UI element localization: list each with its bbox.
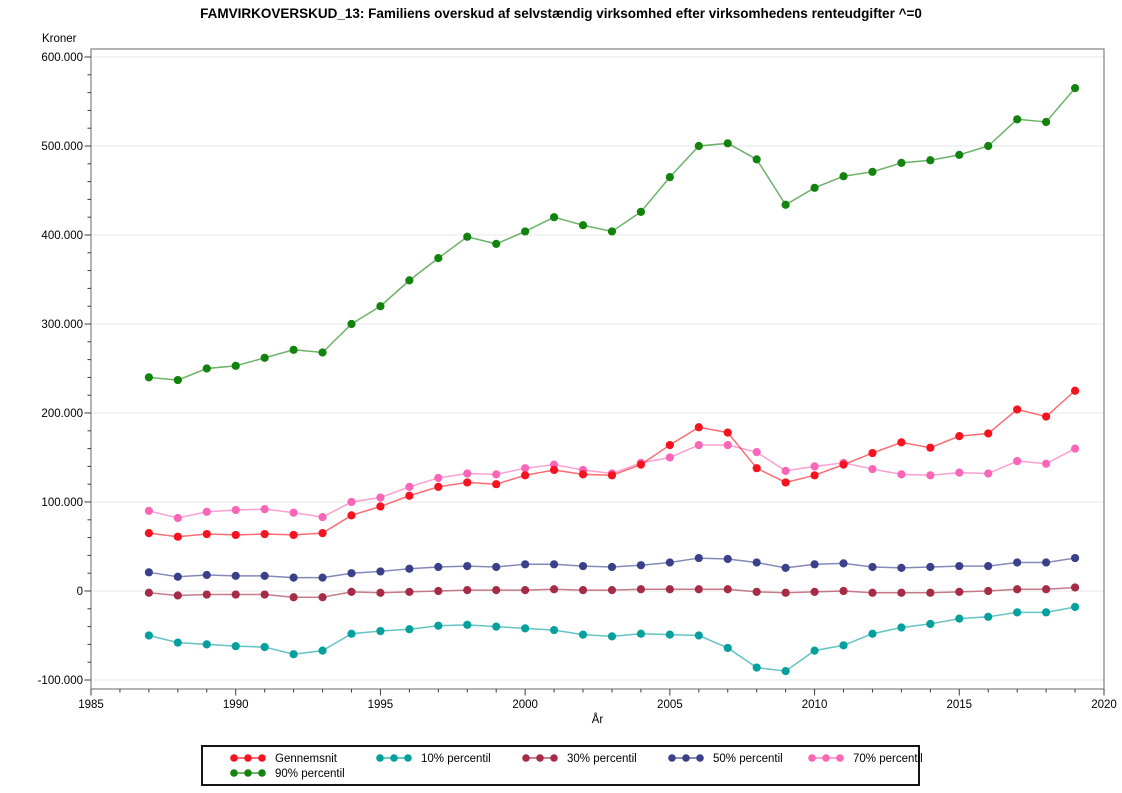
svg-text:400.000: 400.000 (41, 230, 83, 242)
legend-series-marker-icon (807, 750, 845, 768)
legend-item: 50% percentil (667, 751, 783, 767)
legend-item-label: 50% percentil (713, 753, 783, 765)
legend-item-label: 90% percentil (275, 768, 345, 780)
svg-text:0: 0 (77, 586, 83, 598)
svg-text:200.000: 200.000 (41, 408, 83, 420)
svg-text:500.000: 500.000 (41, 141, 83, 153)
svg-text:600.000: 600.000 (41, 52, 83, 64)
legend-item: 90% percentil (229, 766, 345, 782)
svg-text:2005: 2005 (657, 699, 683, 711)
svg-text:300.000: 300.000 (41, 319, 83, 331)
svg-text:2015: 2015 (946, 699, 972, 711)
y-axis-title: Kroner (42, 33, 77, 45)
legend-item-label: 70% percentil (853, 753, 923, 765)
svg-text:1995: 1995 (368, 699, 394, 711)
svg-text:2020: 2020 (1091, 699, 1117, 711)
legend-item: 30% percentil (521, 751, 637, 767)
legend-item-label: Gennemsnit (275, 753, 338, 765)
svg-text:2010: 2010 (802, 699, 828, 711)
legend-item-label: 30% percentil (567, 753, 637, 765)
legend-series-marker-icon (667, 750, 705, 768)
svg-text:-100.000: -100.000 (38, 675, 83, 687)
svg-text:100.000: 100.000 (41, 497, 83, 509)
svg-text:2000: 2000 (512, 699, 538, 711)
legend-item: Gennemsnit (229, 751, 337, 767)
chart-title: FAMVIRKOVERSKUD_13: Familiens overskud a… (200, 6, 922, 21)
svg-text:1990: 1990 (223, 699, 249, 711)
legend-item-label: 10% percentil (421, 753, 491, 765)
x-axis-title: År (591, 714, 604, 726)
legend-series-marker-icon (375, 750, 413, 768)
svg-text:1985: 1985 (78, 699, 104, 711)
legend-item: 70% percentil (807, 751, 923, 767)
legend-series-marker-icon (229, 765, 267, 783)
legend-series-marker-icon (521, 750, 559, 768)
legend: Gennemsnit 10% percentil 30% percentil 5… (201, 745, 923, 786)
legend-item: 10% percentil (375, 751, 491, 767)
legend-series-marker-icon (229, 750, 267, 768)
